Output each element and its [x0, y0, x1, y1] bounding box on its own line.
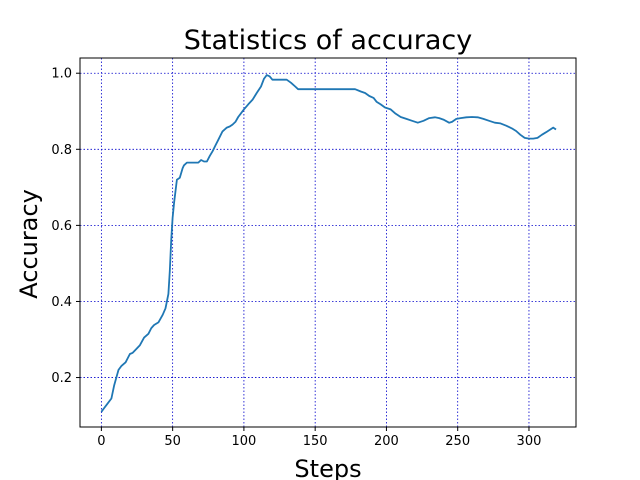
y-tick-label: 0.6 [51, 219, 72, 234]
x-tick-label: 300 [517, 434, 542, 449]
x-tick-label: 100 [231, 434, 256, 449]
series-layer [100, 74, 557, 413]
grid [80, 58, 576, 427]
y-tick-label: 1.0 [51, 67, 72, 82]
y-tick-label: 0.8 [51, 143, 72, 158]
chart-title: Statistics of accuracy [184, 25, 472, 56]
x-axis-ticks: 0 50 100 150 200 250 300 [97, 427, 541, 449]
y-tick-label: 0.4 [51, 295, 72, 310]
x-axis-label: Steps [294, 455, 361, 480]
y-axis-ticks: 0.2 0.4 0.6 0.8 1.0 [51, 67, 80, 386]
x-tick-label: 0 [97, 434, 105, 449]
y-tick-label: 0.2 [51, 371, 72, 386]
x-tick-label: 50 [164, 434, 181, 449]
x-tick-label: 250 [445, 434, 470, 449]
plot-frame [79, 57, 577, 428]
y-axis-label: Accuracy [15, 189, 43, 299]
x-tick-label: 200 [374, 434, 399, 449]
x-tick-label: 150 [303, 434, 328, 449]
accuracy-series-line [100, 74, 557, 413]
